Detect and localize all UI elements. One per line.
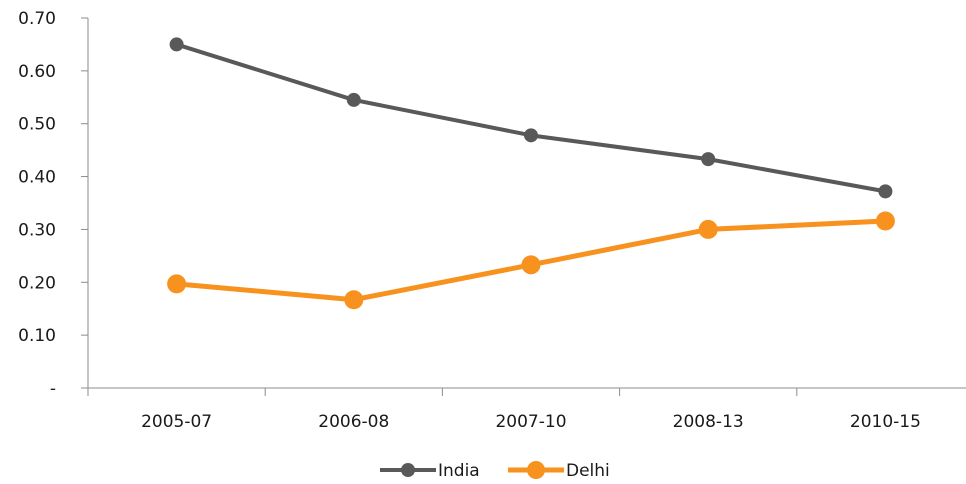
data-point-india <box>169 37 184 52</box>
data-point-delhi <box>521 255 541 275</box>
x-tick-label: 2005-07 <box>141 412 212 432</box>
series-group <box>167 37 895 310</box>
y-tick-label: - <box>50 379 56 399</box>
y-tick-label: 0.20 <box>18 273 56 293</box>
x-tick-label: 2008-13 <box>673 412 744 432</box>
y-tick-label: 0.50 <box>18 115 56 135</box>
x-tick-label: 2006-08 <box>318 412 389 432</box>
y-tick-label: 0.70 <box>18 9 56 29</box>
y-tick-label: 0.30 <box>18 220 56 240</box>
y-axis: - 0.10 0.20 0.30 0.40 0.50 0.60 0.70 <box>18 9 89 399</box>
data-point-india <box>346 92 361 107</box>
legend-item-india: India <box>380 461 480 481</box>
legend: India Delhi <box>380 461 610 481</box>
data-point-delhi <box>698 219 718 239</box>
x-axis: 2005-07 2006-08 2007-10 2008-13 2010-15 <box>87 387 966 432</box>
data-point-india <box>524 128 538 143</box>
x-tick-label: 2007-10 <box>495 412 566 432</box>
y-tick-label: 0.40 <box>18 168 56 188</box>
y-tick-label: 0.60 <box>18 62 56 82</box>
data-point-india <box>878 184 893 199</box>
legend-swatch-marker <box>401 463 415 477</box>
legend-swatch-marker <box>527 461 545 479</box>
legend-item-delhi: Delhi <box>508 461 610 481</box>
data-point-delhi <box>344 290 364 310</box>
data-point-india <box>701 152 716 167</box>
y-tick-label: 0.10 <box>18 326 56 346</box>
data-point-delhi <box>167 274 187 294</box>
legend-label: Delhi <box>566 461 610 481</box>
series-line-india <box>176 42 886 194</box>
x-tick-label: 2010-15 <box>850 412 921 432</box>
data-point-delhi <box>875 211 895 231</box>
legend-label: India <box>438 461 480 481</box>
